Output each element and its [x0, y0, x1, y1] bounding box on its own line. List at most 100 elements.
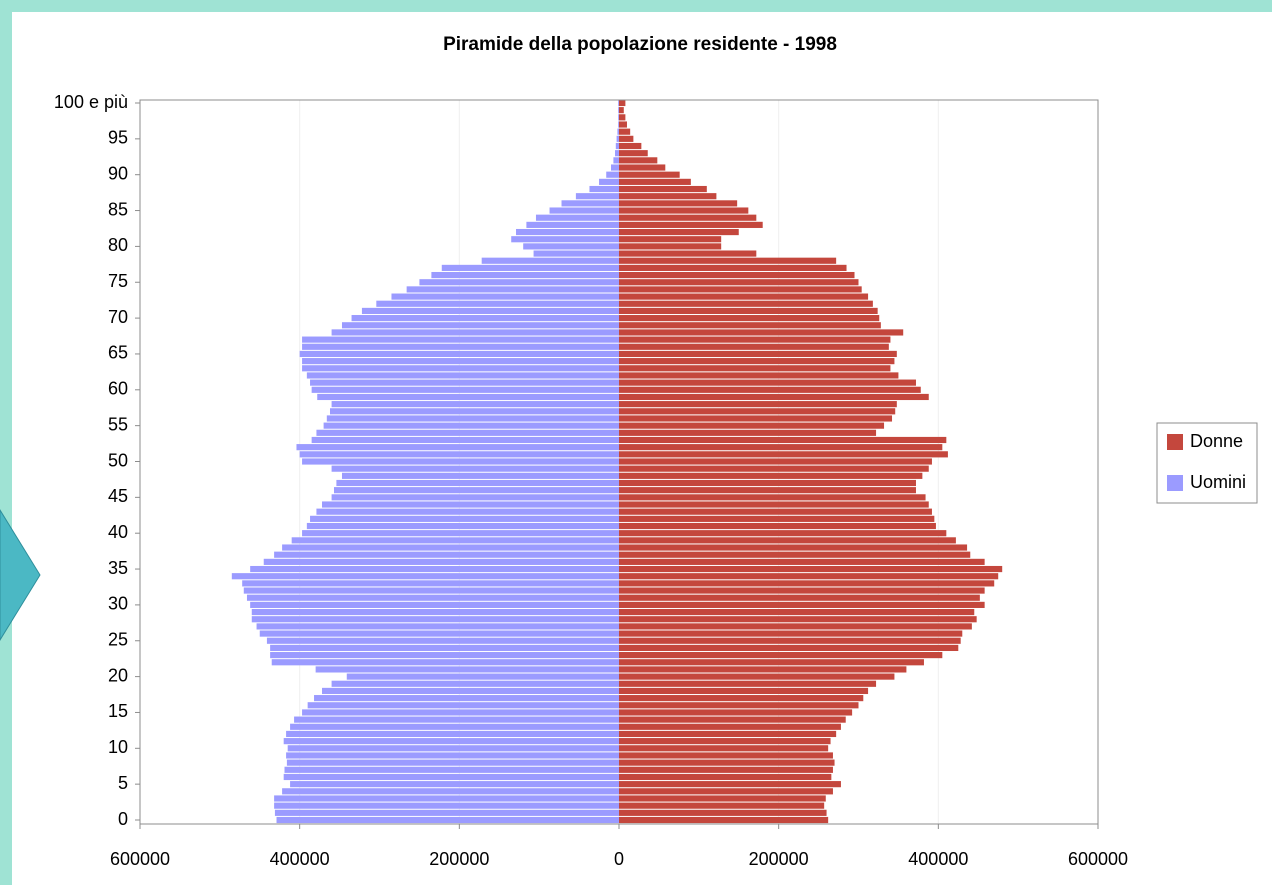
y-tick-label: 0	[118, 809, 128, 829]
bar	[481, 257, 619, 264]
bar	[619, 702, 859, 709]
bar	[535, 214, 619, 221]
bar	[619, 436, 947, 444]
bar	[619, 723, 841, 730]
bar	[619, 300, 873, 307]
bar	[302, 358, 619, 365]
bar	[618, 121, 619, 128]
bar	[286, 759, 619, 766]
bar	[619, 601, 985, 608]
bar	[619, 522, 936, 530]
bar	[282, 788, 619, 795]
bar	[619, 766, 833, 773]
bar	[316, 508, 619, 515]
bar	[619, 759, 835, 766]
bar	[263, 558, 619, 565]
bar	[294, 716, 619, 723]
legend-swatch	[1167, 434, 1183, 450]
bar	[286, 752, 619, 759]
bar	[619, 307, 878, 315]
bar	[619, 773, 832, 781]
bar	[619, 551, 971, 558]
bar	[619, 666, 907, 673]
bar	[619, 178, 691, 185]
bar	[619, 501, 929, 508]
bar	[302, 530, 619, 537]
bar	[290, 723, 619, 730]
bar	[619, 157, 658, 164]
bar	[619, 207, 749, 214]
bar	[274, 551, 619, 558]
bar	[314, 695, 619, 702]
x-tick-label: 400000	[270, 849, 330, 869]
bar	[619, 135, 634, 142]
bar	[331, 494, 619, 501]
y-tick-label: 95	[108, 128, 128, 148]
bar	[619, 558, 985, 565]
y-tick-label: 40	[108, 522, 128, 542]
bar	[431, 271, 619, 279]
bar	[619, 214, 757, 221]
bar	[619, 264, 847, 271]
bar	[619, 365, 891, 372]
bar	[302, 709, 619, 716]
bar	[619, 608, 975, 616]
bar	[250, 565, 620, 573]
bar	[615, 150, 619, 157]
x-tick-label: 200000	[429, 849, 489, 869]
y-tick-label: 50	[108, 450, 128, 470]
bar	[619, 594, 980, 601]
bar	[322, 501, 619, 508]
bar	[516, 228, 619, 236]
bar	[287, 745, 619, 752]
bar	[302, 336, 619, 343]
bar	[619, 408, 896, 415]
bar	[619, 257, 837, 264]
bar	[274, 809, 619, 816]
bar	[282, 544, 619, 551]
bar	[618, 107, 619, 114]
bar	[589, 185, 619, 193]
bar	[322, 687, 619, 695]
bar	[619, 630, 963, 637]
bar	[619, 121, 627, 128]
bar	[617, 128, 619, 135]
bar	[274, 802, 619, 809]
y-tick-label: 30	[108, 594, 128, 614]
bar	[619, 745, 829, 752]
bar	[619, 228, 739, 236]
bar	[619, 465, 929, 472]
bar	[326, 415, 619, 422]
bar	[441, 264, 619, 271]
y-tick-label: 70	[108, 307, 128, 327]
y-tick-label: 20	[108, 665, 128, 685]
bar	[251, 608, 619, 616]
bar	[619, 809, 827, 816]
bar	[619, 322, 881, 329]
bar	[619, 587, 985, 594]
bar	[351, 315, 619, 322]
bar	[270, 652, 619, 659]
bar	[406, 286, 619, 293]
bar	[619, 150, 648, 157]
bar	[619, 185, 707, 193]
y-tick-label: 25	[108, 630, 128, 650]
bar	[619, 458, 932, 465]
bar	[619, 616, 977, 623]
nav-arrow	[0, 509, 41, 641]
y-tick-label: 90	[108, 163, 128, 183]
bar	[306, 372, 619, 379]
x-tick-label: 600000	[1068, 849, 1128, 869]
y-tick-label: 55	[108, 414, 128, 434]
bar	[619, 286, 862, 293]
bar	[315, 666, 619, 673]
x-tick-label: 0	[614, 849, 624, 869]
bar	[270, 644, 619, 652]
bar	[619, 508, 932, 515]
bar	[619, 479, 916, 487]
bar	[251, 616, 619, 623]
y-tick-label: 35	[108, 558, 128, 578]
bar	[619, 336, 891, 343]
bar	[242, 580, 620, 587]
